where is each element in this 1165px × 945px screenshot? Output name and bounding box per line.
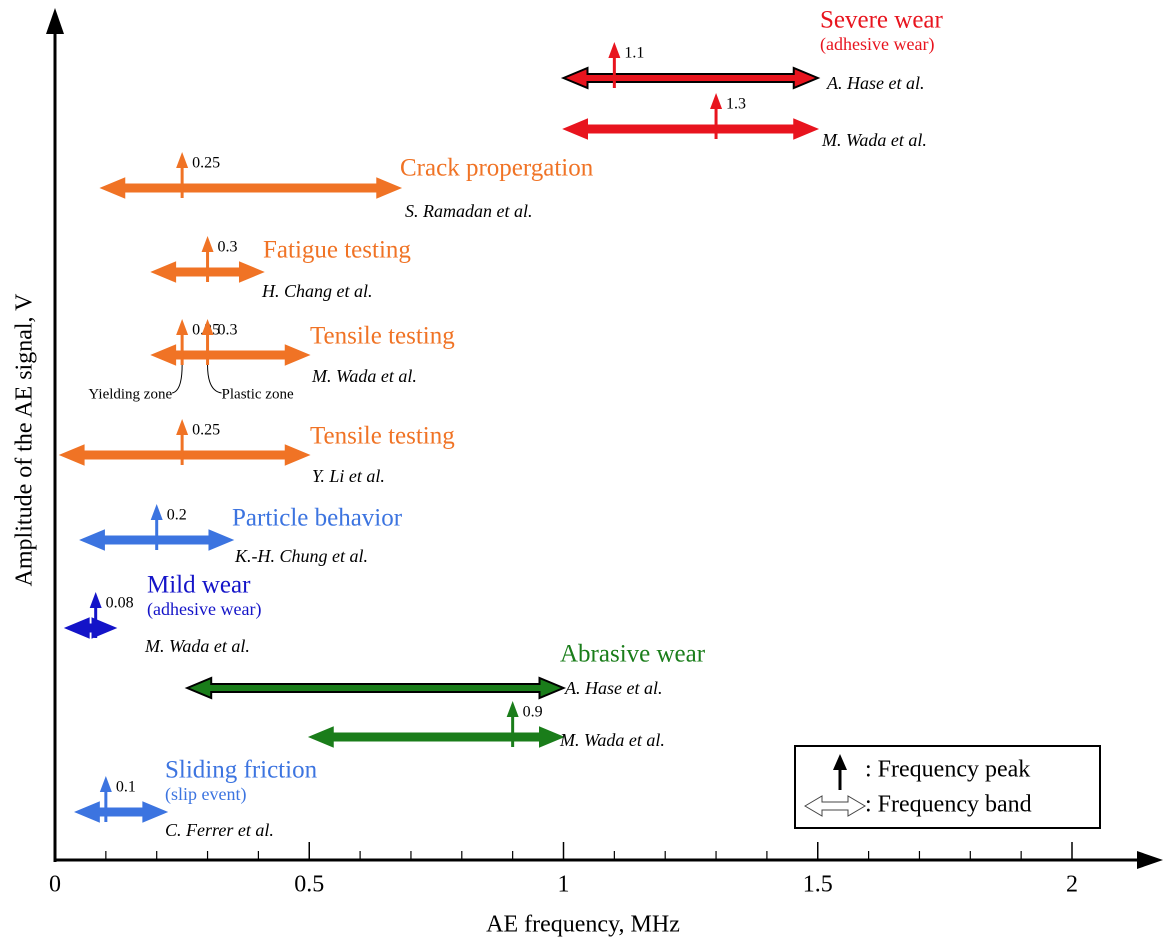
legend-band-icon: [804, 795, 866, 817]
peak-label: 0.3: [218, 239, 238, 256]
peak-label: 0.1: [116, 779, 136, 796]
peak-label: 0.25: [192, 155, 220, 172]
note-leader: [171, 364, 183, 394]
peak-label: 0.9: [523, 704, 543, 721]
frequency-peak-head: [201, 236, 214, 252]
legend-box: [794, 745, 1101, 829]
peak-label: 0.08: [106, 595, 134, 612]
group-label: Fatigue testing: [263, 237, 411, 264]
y-axis-label: Amplitude of the AE signal, V: [12, 293, 38, 587]
frequency-band: [99, 177, 403, 199]
frequency-peak-head: [99, 776, 112, 792]
x-tick-label: 1: [558, 872, 570, 898]
group-note: (adhesive wear): [147, 599, 261, 620]
author: K.-H. Chung et al.: [234, 546, 368, 566]
group-label: Particle behavior: [232, 505, 403, 532]
x-axis-arrow: [1137, 851, 1163, 869]
group-label: Sliding friction: [165, 757, 318, 784]
frequency-band: [74, 801, 169, 823]
legend-peak-head: [833, 754, 847, 770]
author: A. Hase et al.: [826, 73, 924, 93]
author: S. Ramadan et al.: [405, 201, 533, 221]
frequency-peak-head: [89, 592, 102, 608]
x-tick-label: 0: [49, 872, 61, 898]
frequency-band: [562, 118, 820, 140]
peak-label: 1.3: [726, 96, 746, 113]
author: M. Wada et al.: [311, 366, 417, 386]
y-axis-arrow: [46, 8, 64, 34]
x-tick-label: 2: [1066, 872, 1078, 898]
x-tick-label: 0.5: [294, 872, 324, 898]
peak-label: 0.2: [167, 507, 187, 524]
peak-label: 1.1: [624, 45, 644, 62]
note-leader: [207, 364, 222, 394]
frequency-band: [58, 444, 311, 466]
frequency-peak-head: [176, 419, 189, 435]
frequency-peak-head: [176, 319, 189, 335]
x-axis-label: AE frequency, MHz: [486, 912, 680, 938]
author: C. Ferrer et al.: [165, 820, 274, 840]
peak-note: Yielding zone: [88, 386, 172, 402]
frequency-peak-head: [506, 701, 519, 717]
group-label: Tensile testing: [310, 323, 455, 350]
author: M. Wada et al.: [144, 636, 250, 656]
frequency-peak-head: [710, 93, 723, 109]
legend-entry: : Frequency peak: [865, 757, 1030, 783]
author: M. Wada et al.: [821, 130, 927, 150]
frequency-band: [560, 66, 821, 90]
author: M. Wada et al.: [559, 730, 665, 750]
author: Y. Li et al.: [312, 466, 385, 486]
group-label: Severe wear: [820, 7, 944, 34]
author: A. Hase et al.: [564, 678, 662, 698]
peak-label: 0.25: [192, 422, 220, 439]
group-label: Abrasive wear: [560, 641, 706, 668]
group-label: Mild wear: [147, 572, 251, 599]
legend-entry: : Frequency band: [865, 792, 1032, 818]
frequency-band: [150, 344, 311, 366]
group-label: Tensile testing: [310, 423, 455, 450]
author: H. Chang et al.: [261, 281, 373, 301]
peak-label: 0.3: [218, 322, 238, 339]
frequency-peak-head: [608, 42, 621, 58]
frequency-band: [307, 726, 565, 748]
frequency-peak-head: [176, 152, 189, 168]
group-note: (adhesive wear): [820, 34, 934, 55]
peak-note: Plastic zone: [222, 386, 294, 402]
x-tick-label: 1.5: [803, 872, 833, 898]
group-note: (slip event): [165, 784, 246, 805]
group-label: Crack propergation: [400, 155, 594, 182]
frequency-peak-head: [150, 504, 163, 520]
frequency-band: [184, 676, 567, 700]
frequency-peak-head: [201, 319, 214, 335]
frequency-band: [63, 617, 118, 639]
